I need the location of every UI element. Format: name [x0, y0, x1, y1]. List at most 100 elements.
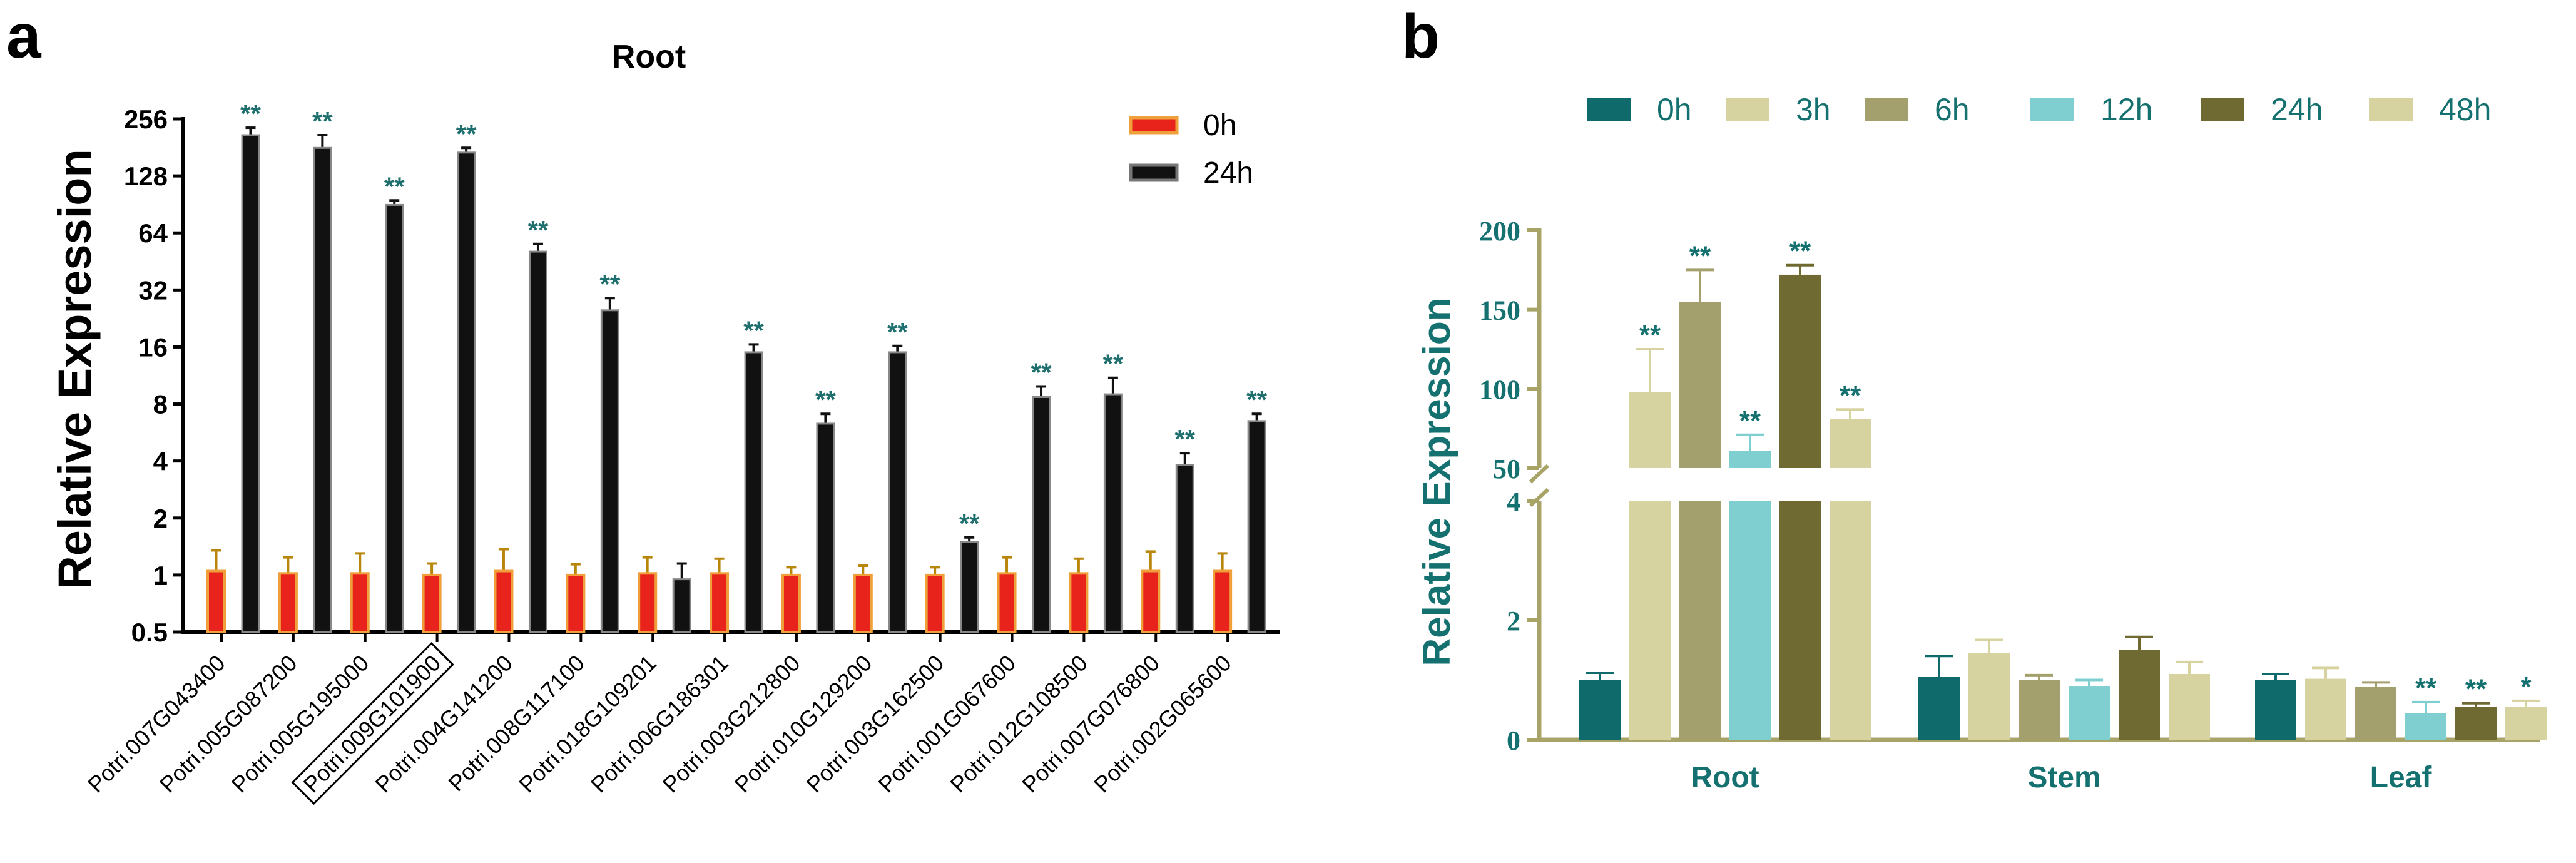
- bar-24h: [2455, 707, 2497, 740]
- chart-b-y-tick-label: 150: [1479, 295, 1520, 326]
- chart-a-legend: 0h 24h: [1129, 109, 1253, 190]
- bar-0h: [494, 569, 514, 634]
- bar-0h: [566, 573, 586, 634]
- significance-marker: **: [815, 385, 836, 414]
- bar-24h: [313, 146, 332, 633]
- chart-a-x-tick-label: Potri.007G043400: [83, 650, 230, 798]
- bar-0h: [1579, 680, 1621, 740]
- bar-3h: [1968, 653, 2010, 740]
- chart-a-y-tick-label: 1: [153, 561, 168, 590]
- chart-a-y-tick-label: 16: [138, 332, 168, 362]
- legend-swatch-12h: [2030, 98, 2074, 121]
- significance-marker: **: [1689, 240, 1711, 271]
- legend-swatch-24h: [2201, 98, 2244, 121]
- significance-marker: **: [312, 106, 333, 136]
- chart-b-legend: 0h 3h 6h 12h 24h 48h: [1587, 92, 2491, 127]
- bar-0h: [350, 572, 370, 634]
- chart-b-y-tick-label: 2: [1507, 606, 1520, 636]
- legend-swatch-24h: [1129, 163, 1179, 182]
- bar-0h: [1069, 572, 1089, 634]
- bar-24h: [600, 309, 619, 633]
- chart-a-x-tick-label: Potri.004G141200: [370, 650, 518, 798]
- significance-marker: **: [1789, 236, 1811, 267]
- bar-24h: [816, 422, 835, 633]
- bar-24h: [528, 250, 547, 633]
- legend-swatch-6h: [1865, 98, 1908, 121]
- bar-0h: [278, 572, 298, 634]
- chart-a-y-tick-label: 4: [153, 447, 168, 476]
- chart-a-y-tick-label: 64: [138, 218, 168, 248]
- bar-12h-lower: [1729, 501, 1771, 740]
- panel-b: b 0h 3h 6h 12h 24h 48h Relative Expression 50…: [1402, 1, 2547, 794]
- chart-b-axis-break: [1529, 464, 1550, 484]
- significance-marker: **: [599, 269, 620, 299]
- bar-0h: [1918, 677, 1960, 740]
- bar-0h: [1213, 569, 1233, 634]
- legend-label-6h: 6h: [1935, 92, 1970, 127]
- bar-24h-lower: [1779, 501, 1821, 740]
- chart-a-x-tick-label: Potri.018G109201: [514, 650, 661, 798]
- bar-24h: [672, 578, 691, 633]
- chart-a-y-tick-label: 0.5: [131, 618, 168, 647]
- chart-a-x-tick-label: Potri.003G162500: [802, 650, 949, 798]
- bar-24h: [888, 351, 907, 633]
- chart-a-x-tick-label: Potri.012G108500: [945, 650, 1092, 798]
- significance-marker: **: [1840, 380, 1861, 411]
- bar-0h: [1141, 569, 1161, 634]
- bar-12h-upper: [1729, 451, 1771, 468]
- bar-0h: [2255, 680, 2296, 740]
- significance-marker: **: [1031, 358, 1052, 387]
- chart-b-y-tick-label: 4: [1507, 486, 1520, 517]
- legend-swatch-0h: [1129, 116, 1179, 135]
- bar-0h: [781, 573, 801, 634]
- chart-a-x-tick-label: Potri.010G129200: [730, 650, 877, 798]
- chart-a-x-tick-label: Potri.008G117100: [443, 650, 589, 797]
- significance-marker: **: [1246, 385, 1267, 414]
- bar-0h: [422, 573, 442, 634]
- chart-a-y-tick-label: 256: [124, 105, 168, 134]
- bar-48h: [2169, 673, 2210, 740]
- legend-label-0h: 0h: [1657, 92, 1692, 127]
- chart-a-x-tick-label: Potri.001G067600: [873, 650, 1021, 798]
- chart-a-y-tick-label: 2: [153, 504, 168, 533]
- highlight-box: [291, 641, 454, 805]
- significance-marker: *: [2520, 672, 2532, 702]
- chart-a-y-tick-label: 8: [153, 390, 168, 419]
- significance-marker: **: [456, 119, 477, 148]
- bar-6h-lower: [1679, 501, 1721, 740]
- panel-b-label: b: [1402, 1, 1440, 71]
- chart-b-y-tick-label: 200: [1479, 216, 1520, 247]
- significance-marker: **: [1639, 320, 1661, 350]
- significance-marker: **: [1103, 349, 1124, 379]
- chart-a-title: Root: [612, 39, 686, 75]
- significance-marker: **: [959, 509, 980, 538]
- legend-swatch-48h: [2369, 98, 2413, 121]
- legend-label-0h: 0h: [1203, 109, 1236, 142]
- bar-6h: [2355, 687, 2396, 740]
- bar-24h: [1103, 393, 1123, 633]
- significance-marker: **: [240, 99, 261, 128]
- bar-24h: [241, 134, 260, 633]
- boxed-label-frame: [291, 641, 454, 805]
- bar-0h: [206, 569, 226, 634]
- bar-24h: [1175, 464, 1194, 633]
- chart-b-x-tick-label: Root: [1691, 761, 1759, 794]
- bar-0h: [925, 573, 945, 634]
- bar-6h-upper: [1679, 302, 1721, 468]
- legend-swatch-0h: [1587, 98, 1631, 121]
- chart-a-y-tick-label: 128: [124, 161, 168, 191]
- panel-a-label: a: [6, 1, 42, 71]
- bar-12h: [2069, 686, 2110, 740]
- legend-label-12h: 12h: [2100, 92, 2152, 127]
- bar-24h: [960, 541, 979, 633]
- significance-marker: **: [887, 317, 908, 347]
- chart-a-x-tick-label: Potri.007G076800: [1017, 650, 1164, 798]
- chart-b-bars: ************ ** *: [1579, 236, 2547, 740]
- chart-b-axis-break: [1529, 488, 1550, 508]
- bar-12h: [2405, 713, 2446, 740]
- bar-48h-upper: [1830, 419, 1871, 468]
- legend-label-24h: 24h: [1203, 156, 1253, 190]
- chart-b-y-tick-label: 50: [1493, 454, 1520, 484]
- chart-b-x-tick-label: Leaf: [2370, 761, 2433, 794]
